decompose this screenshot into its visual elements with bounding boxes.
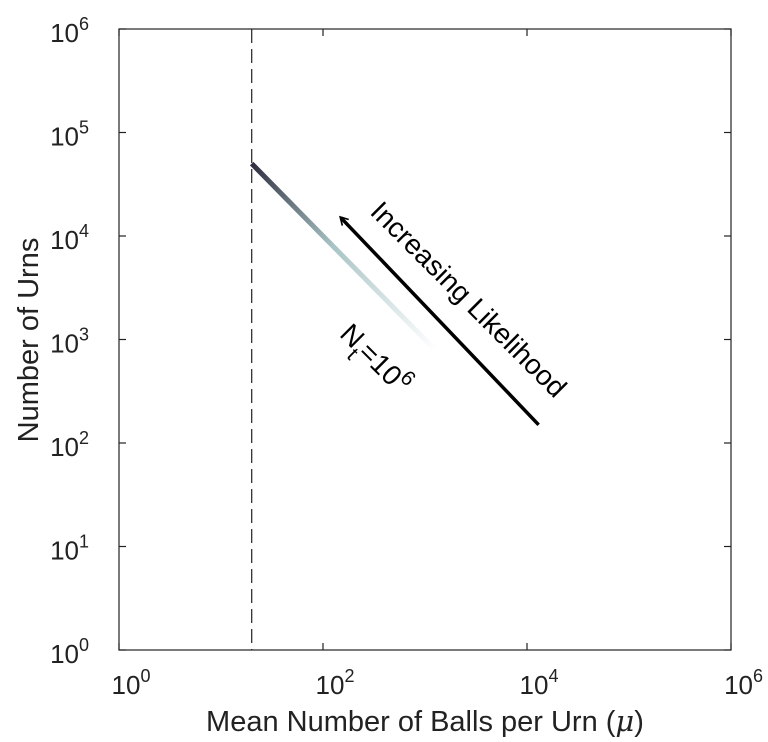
y-tick-label: 101 bbox=[50, 532, 89, 566]
x-axis-label-close: ) bbox=[634, 706, 644, 738]
y-axis-label: Number of Urns bbox=[13, 238, 45, 443]
y-tick-label: 104 bbox=[50, 221, 89, 255]
x-axis: 100 102 104 106 bbox=[112, 29, 763, 700]
x-axis-label-symbol: μ bbox=[615, 704, 634, 738]
nt-label: Nt=106 bbox=[328, 314, 420, 406]
x-axis-label: Mean Number of Balls per Urn (μ) bbox=[206, 704, 644, 738]
x-tick-label: 106 bbox=[724, 666, 763, 700]
y-tick-label: 105 bbox=[50, 118, 89, 152]
y-tick-label: 100 bbox=[50, 635, 89, 669]
y-axis: 100 101 102 103 104 105 106 bbox=[50, 14, 731, 669]
x-tick-label: 100 bbox=[112, 666, 151, 700]
likelihood-arrow bbox=[339, 215, 540, 426]
y-tick-label: 103 bbox=[50, 325, 89, 359]
x-tick-label: 102 bbox=[316, 666, 355, 700]
plot-area bbox=[249, 29, 439, 650]
x-tick-label: 104 bbox=[520, 666, 559, 700]
y-tick-label: 106 bbox=[50, 14, 89, 48]
y-tick-label: 102 bbox=[50, 428, 89, 462]
series-line-0 bbox=[249, 161, 439, 354]
x-axis-label-text: Mean Number of Balls per Urn ( bbox=[206, 706, 616, 738]
